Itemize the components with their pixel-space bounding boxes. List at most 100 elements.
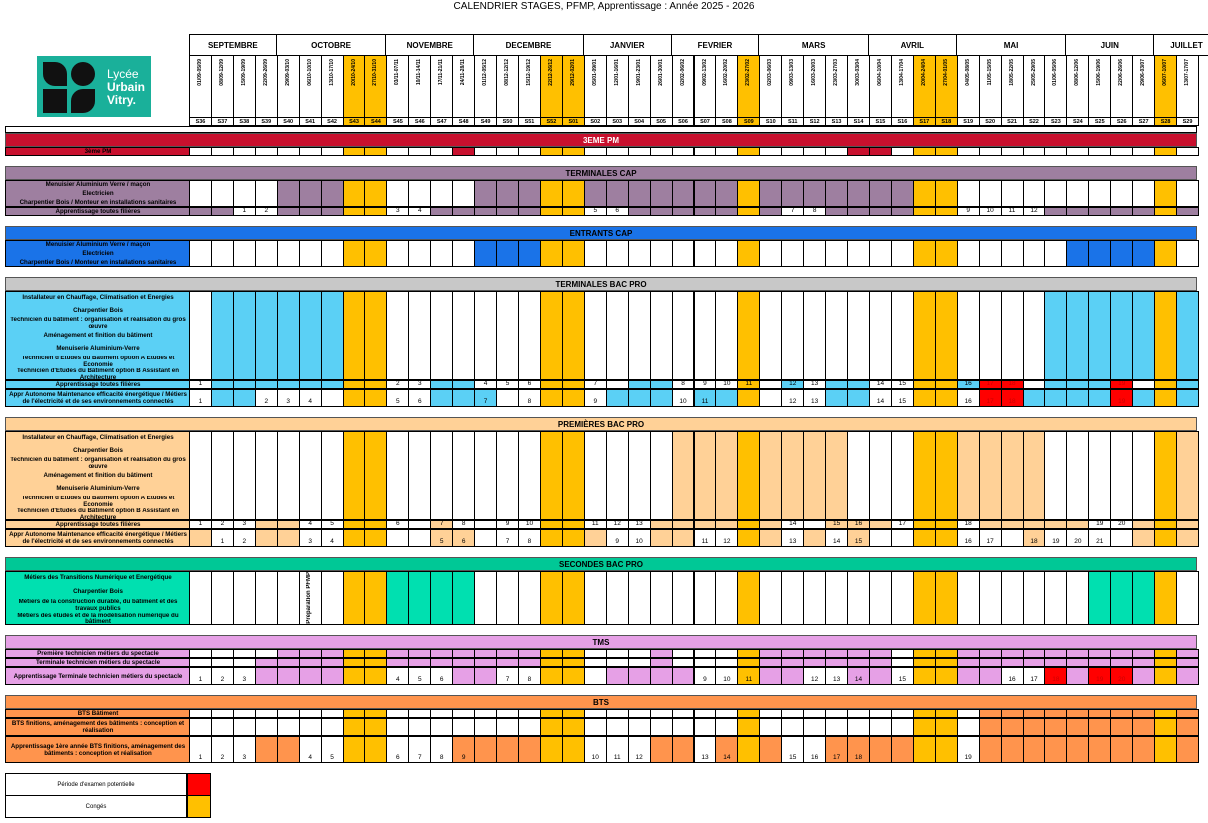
date-cell: 09/02-13/02 — [693, 56, 717, 118]
grid-cell — [452, 389, 476, 407]
grid-cell — [1000, 240, 1024, 267]
grid-cell — [825, 180, 849, 207]
grid-cell: 9 — [496, 520, 519, 529]
date-cell: 13/10-17/10 — [320, 56, 344, 118]
grid-cell — [518, 180, 541, 207]
grid-cell — [803, 147, 827, 156]
grid-cell — [496, 240, 519, 267]
grid-cell — [868, 431, 892, 520]
row-label-text: Charpentier Bois / Monteur en installati… — [19, 259, 177, 267]
grid-cell — [847, 240, 870, 267]
grid-cell — [474, 718, 498, 736]
grid-cell — [803, 529, 827, 547]
row-label-text: BTS Bâtiment — [77, 710, 119, 718]
week-cell: S50 — [496, 117, 519, 126]
grid-cell — [781, 180, 805, 207]
date-cell: 18/05-22/05 — [1000, 56, 1024, 118]
grid-cell — [1088, 389, 1112, 407]
grid-cell — [759, 207, 783, 216]
grid-cell: 19 — [1088, 667, 1112, 685]
grid-cell — [1000, 147, 1024, 156]
grid-cell — [254, 380, 278, 389]
date-range: 01/06-05/06 — [1052, 59, 1059, 86]
row-label-text: Métiers de la construction durable, du b… — [18, 599, 178, 612]
grid-cell — [276, 709, 300, 718]
week-cell: S18 — [934, 117, 958, 126]
grid-cell — [803, 571, 827, 625]
grid-cell — [1110, 649, 1134, 658]
row-label: BTS Bâtiment — [5, 709, 190, 718]
grid-cell — [956, 240, 980, 267]
grid-cell — [496, 571, 519, 625]
grid-cell — [671, 709, 695, 718]
grid-cell — [189, 240, 212, 267]
grid-cell: 16 — [1000, 667, 1024, 685]
grid-cell — [452, 431, 476, 520]
grid-cell — [671, 529, 695, 547]
grid-cell — [1132, 147, 1156, 156]
grid-cell — [649, 571, 673, 625]
grid-cell — [781, 718, 805, 736]
grid-cell — [693, 431, 717, 520]
section-band: TERMINALES BAC PRO — [5, 277, 1197, 291]
grid-cell — [364, 380, 388, 389]
grid-cell — [627, 658, 651, 667]
grid-cell — [1044, 520, 1068, 529]
row-label-text: Technicien d'Etudes du Bâtiment option B… — [16, 368, 180, 380]
grid-cell — [803, 180, 827, 207]
grid-cell — [496, 649, 519, 658]
grid-cell — [320, 180, 344, 207]
grid-cell — [1154, 291, 1178, 380]
grid-cell — [605, 147, 629, 156]
grid-cell — [1154, 571, 1178, 625]
grid-cell — [825, 709, 849, 718]
grid-cell — [671, 207, 695, 216]
row-label: Appr Autonome Maintenance efficacité éne… — [5, 529, 190, 547]
grid-cell — [189, 207, 212, 216]
section-band: TERMINALES CAP — [5, 166, 1197, 180]
grid-cell: 17 — [978, 380, 1002, 389]
grid-cell — [715, 431, 739, 520]
grid-cell — [539, 649, 563, 658]
grid-cell — [1088, 658, 1112, 667]
grid-cell — [408, 571, 432, 625]
grid-cell: 7 — [408, 736, 432, 763]
grid-cell — [737, 389, 761, 407]
grid-cell — [1176, 291, 1199, 380]
grid-cell — [298, 718, 322, 736]
grid-cell — [781, 649, 805, 658]
grid-cell — [759, 180, 783, 207]
grid-cell — [254, 180, 278, 207]
grid-cell — [518, 736, 541, 763]
grid-cell — [715, 291, 739, 380]
grid-cell — [518, 718, 541, 736]
grid-cell — [649, 380, 673, 389]
grid-cell — [847, 709, 870, 718]
grid-cell — [978, 240, 1002, 267]
grid-cell — [912, 240, 936, 267]
date-cell: 29/06-03/07 — [1132, 56, 1156, 118]
grid-cell — [737, 180, 761, 207]
grid-cell: 4 — [320, 529, 344, 547]
grid-cell — [254, 291, 278, 380]
grid-cell — [386, 431, 410, 520]
section-band: SECONDES BAC PRO — [5, 557, 1197, 571]
grid-cell — [1176, 571, 1199, 625]
grid-cell — [386, 709, 410, 718]
grid-cell — [539, 736, 563, 763]
grid-cell: 13 — [825, 667, 849, 685]
grid-cell — [1088, 380, 1112, 389]
date-cell: 15/12-19/12 — [518, 56, 541, 118]
row-label-text: Menuisier Aluminium Verre / maçon — [45, 241, 151, 249]
grid-cell: 4 — [298, 520, 322, 529]
grid-cell: 19 — [1088, 520, 1112, 529]
grid-cell — [934, 667, 958, 685]
grid-cell — [1088, 147, 1112, 156]
grid-cell — [320, 147, 344, 156]
grid-cell — [1132, 520, 1156, 529]
grid-cell — [605, 180, 629, 207]
grid-cell — [342, 240, 366, 267]
grid-cell — [912, 736, 936, 763]
grid-cell — [298, 658, 322, 667]
grid-cell — [1088, 180, 1112, 207]
